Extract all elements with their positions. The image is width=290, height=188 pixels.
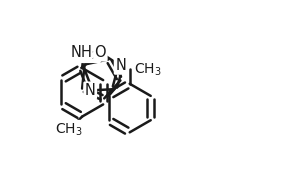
- Text: O: O: [95, 45, 106, 60]
- Text: N: N: [115, 58, 126, 73]
- Text: NH$_2$: NH$_2$: [70, 43, 99, 62]
- Text: CH$_3$: CH$_3$: [55, 121, 83, 138]
- Text: N: N: [85, 83, 96, 98]
- Text: CH$_3$: CH$_3$: [134, 61, 162, 78]
